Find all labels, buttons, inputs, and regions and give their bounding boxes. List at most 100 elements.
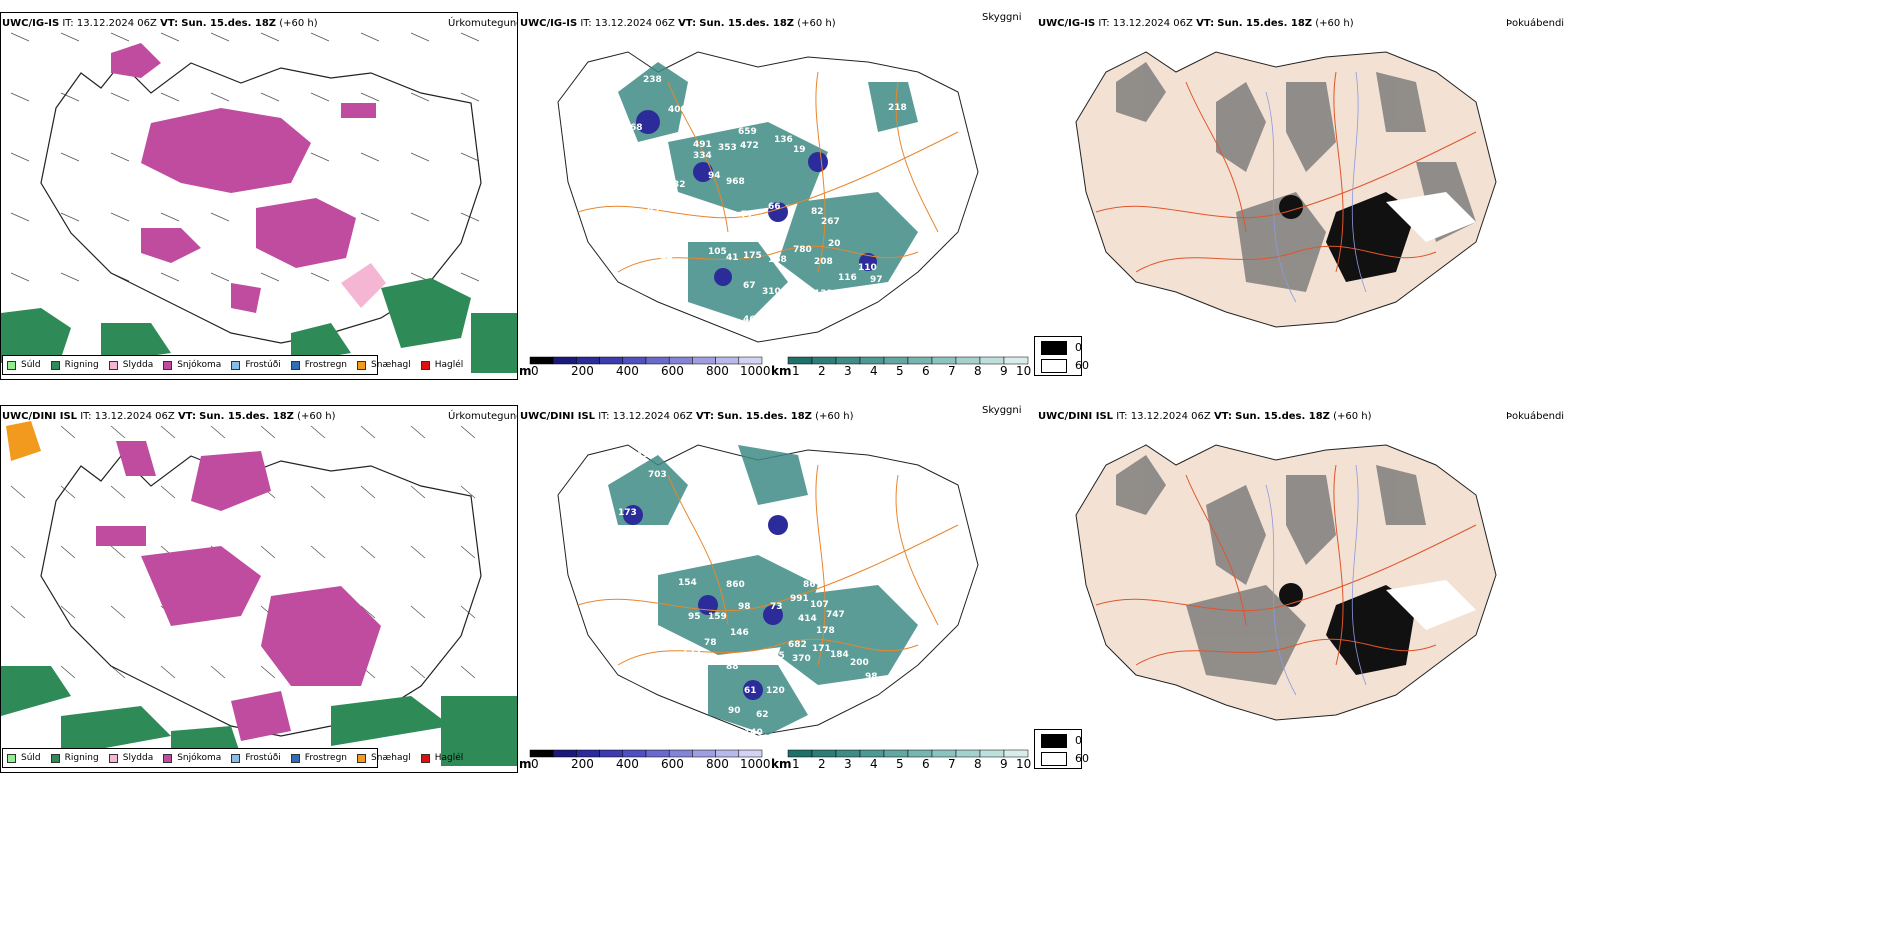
colorbar-tick: 1 <box>792 364 800 378</box>
precip-legend-top: Súld Rigning Slydda Snjókoma Frostúði Fr… <box>2 355 463 375</box>
visibility-label: 142 <box>678 201 697 211</box>
precip-map-top <box>1 32 517 373</box>
colorbar-cell <box>552 356 577 365</box>
legend-item: Snjókoma <box>163 360 221 370</box>
fog-legend-label: 60 <box>1075 359 1089 372</box>
colorbar-cell <box>622 749 647 758</box>
visibility-label: 173 <box>618 508 637 518</box>
colorbar-cell <box>907 356 933 365</box>
visibility-label: 121 <box>738 654 757 664</box>
fog-legend-swatch <box>1041 341 1067 355</box>
visibility-map-top: 238 400 68 491 353 659 472 136 57 19 218… <box>557 51 1017 345</box>
colorbar-cell <box>811 356 837 365</box>
legend-item: Frostúði <box>231 753 281 763</box>
colorbar-cell <box>907 749 933 758</box>
visibility-label: 268 <box>908 710 927 720</box>
legend-item: Snjókoma <box>163 753 221 763</box>
visibility-label: 780 <box>793 245 812 255</box>
fog-legend-label: 0 <box>1075 734 1082 747</box>
visibility-label: 105 <box>708 247 727 257</box>
colorbar-cell <box>738 749 763 758</box>
visibility-label: 207 <box>678 666 697 676</box>
legend-swatch <box>163 753 173 763</box>
colorbar-cell <box>715 356 740 365</box>
visibility-label: 184 <box>830 650 849 660</box>
colorbar-cell <box>955 749 981 758</box>
colorbar-tick: 7 <box>948 757 956 771</box>
legend-swatch <box>290 753 300 763</box>
visibility-label: 63 <box>733 231 746 241</box>
visibility-label: 88 <box>726 662 739 672</box>
visibility-label: 32 <box>673 180 686 190</box>
colorbar-tick: 7 <box>948 364 956 378</box>
visibility-label: 46 <box>743 315 756 325</box>
visibility-label: 208 <box>814 257 833 267</box>
visibility-colorbar-m-top: m 0 200 400 600 800 1000 <box>518 356 771 380</box>
precip-map-bottom <box>1 421 517 766</box>
visibility-label: 109 <box>645 187 664 197</box>
colorbar-m-cells <box>529 356 763 365</box>
legend-item: Frostregn <box>290 360 347 370</box>
visibility-label: 98 <box>865 672 878 682</box>
visibility-label: 275 <box>766 651 785 661</box>
colorbar-tick: 10 <box>1016 364 1032 378</box>
header-visibility-bottom: UWC/DINI ISL IT: 13.12.2024 06Z VT: Sun.… <box>520 411 854 422</box>
visibility-label: 146 <box>730 628 749 638</box>
visibility-label: 78 <box>704 638 717 648</box>
colorbar-km-cells <box>787 749 1029 758</box>
colorbar-tick: 8 <box>974 364 982 378</box>
title-fog-bottom: Þokuábendi <box>1506 411 1565 422</box>
legend-swatch <box>7 753 16 763</box>
colorbar-cell <box>645 749 670 758</box>
legend-item: Súld <box>7 360 41 370</box>
colorbar-cell <box>622 356 647 365</box>
legend-swatch <box>108 753 118 763</box>
visibility-label: 95 <box>688 612 701 622</box>
colorbar-tick: 6 <box>922 364 930 378</box>
colorbar-cell <box>692 749 716 758</box>
visibility-label: 167 <box>600 640 619 650</box>
iceland-outline <box>40 62 482 344</box>
colorbar-tick: 9 <box>1000 757 1008 771</box>
header-precip-top: UWC/IG-IS IT: 13.12.2024 06Z VT: Sun. 15… <box>2 18 318 29</box>
legend-item: Haglél <box>420 753 463 763</box>
visibility-label: 175 <box>743 251 762 261</box>
visibility-label: 20 <box>828 239 841 249</box>
visibility-label: 176 <box>583 315 602 325</box>
visibility-label: 171 <box>812 644 831 654</box>
visibility-label: 97 <box>870 275 883 285</box>
fog-panel-top <box>1036 12 1552 332</box>
visibility-label: 62 <box>756 710 769 720</box>
visibility-panel-bottom: 438 703 173 734 750 410 154 860 867 991 … <box>518 405 1034 773</box>
visibility-map-bottom: 438 703 173 734 750 410 154 860 867 991 … <box>557 444 979 738</box>
fog-map-bottom <box>1075 444 1497 721</box>
legend-item: Frostúði <box>231 360 281 370</box>
legend-item: Rigning <box>50 753 99 763</box>
visibility-label: 107 <box>810 600 829 610</box>
colorbar-cell <box>931 356 957 365</box>
colorbar-tick: 600 <box>661 757 684 771</box>
fog-legend-label: 60 <box>1075 752 1089 765</box>
colorbar-tick: 1000 <box>740 364 771 378</box>
title-fog-top: Þokuábendi <box>1506 18 1565 29</box>
title-visibility-top: Skyggni <box>982 12 1022 23</box>
visibility-label: 438 <box>636 450 655 460</box>
visibility-label: 14 <box>678 231 691 241</box>
legend-swatch <box>50 753 60 763</box>
colorbar-tick: 4 <box>870 364 878 378</box>
legend-swatch <box>420 360 430 370</box>
visibility-label: 747 <box>826 610 845 620</box>
visibility-label: 73 <box>770 602 783 612</box>
visibility-label: 750 <box>728 512 747 522</box>
visibility-label: 90 <box>728 706 741 716</box>
colorbar-unit: m <box>519 757 532 771</box>
fog-legend-bottom: 0 60 <box>1034 729 1089 769</box>
colorbar-cell <box>668 356 693 365</box>
colorbar-cell <box>811 749 837 758</box>
colorbar-cell <box>715 749 740 758</box>
legend-swatch <box>357 753 367 763</box>
colorbar-tick: 2 <box>818 757 826 771</box>
colorbar-cell <box>955 356 981 365</box>
legend-item: Frostregn <box>290 753 347 763</box>
legend-item: Slydda <box>108 360 153 370</box>
